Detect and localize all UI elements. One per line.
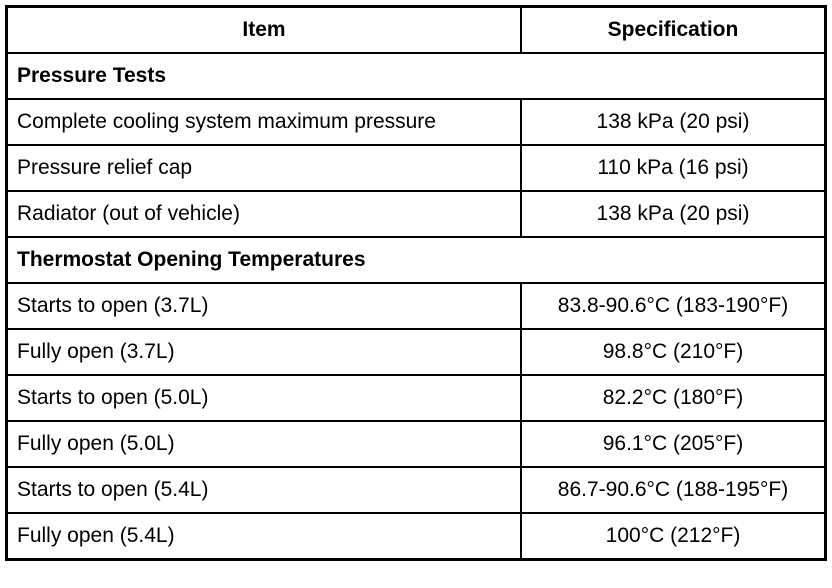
table-row: Pressure relief cap 110 kPa (16 psi) <box>5 144 827 192</box>
item-cell: Pressure relief cap <box>5 144 522 192</box>
specification-cell: 82.2°C (180°F) <box>520 374 827 422</box>
item-cell: Fully open (5.4L) <box>5 512 522 561</box>
item-cell: Starts to open (5.0L) <box>5 374 522 422</box>
specification-cell: 83.8-90.6°C (183-190°F) <box>520 282 827 330</box>
item-cell: Complete cooling system maximum pressure <box>5 98 522 146</box>
specification-cell: 86.7-90.6°C (188-195°F) <box>520 466 827 514</box>
section-row: Thermostat Opening Temperatures <box>5 236 827 284</box>
specification-cell: 138 kPa (20 psi) <box>520 98 827 146</box>
specification-cell: 110 kPa (16 psi) <box>520 144 827 192</box>
section-title: Pressure Tests <box>5 52 827 100</box>
item-cell: Fully open (5.0L) <box>5 420 522 468</box>
specification-table: Item Specification Pressure Tests Complet… <box>5 5 827 561</box>
table-row: Radiator (out of vehicle) 138 kPa (20 psi… <box>5 190 827 238</box>
specification-cell: 96.1°C (205°F) <box>520 420 827 468</box>
table-row: Starts to open (3.7L) 83.8-90.6°C (183-19… <box>5 282 827 330</box>
table-row: Fully open (3.7L) 98.8°C (210°F) <box>5 328 827 376</box>
specification-cell: 98.8°C (210°F) <box>520 328 827 376</box>
table-row: Fully open (5.0L) 96.1°C (205°F) <box>5 420 827 468</box>
table-row: Starts to open (5.0L) 82.2°C (180°F) <box>5 374 827 422</box>
table-row: Fully open (5.4L) 100°C (212°F) <box>5 512 827 561</box>
section-row: Pressure Tests <box>5 52 827 100</box>
section-title: Thermostat Opening Temperatures <box>5 236 827 284</box>
item-cell: Starts to open (5.4L) <box>5 466 522 514</box>
header-item: Item <box>5 5 522 54</box>
header-specification: Specification <box>520 5 827 54</box>
specification-cell: 100°C (212°F) <box>520 512 827 561</box>
specification-cell: 138 kPa (20 psi) <box>520 190 827 238</box>
header-row: Item Specification <box>5 5 827 54</box>
table-row: Complete cooling system maximum pressure… <box>5 98 827 146</box>
item-cell: Starts to open (3.7L) <box>5 282 522 330</box>
item-cell: Radiator (out of vehicle) <box>5 190 522 238</box>
item-cell: Fully open (3.7L) <box>5 328 522 376</box>
table-row: Starts to open (5.4L) 86.7-90.6°C (188-19… <box>5 466 827 514</box>
